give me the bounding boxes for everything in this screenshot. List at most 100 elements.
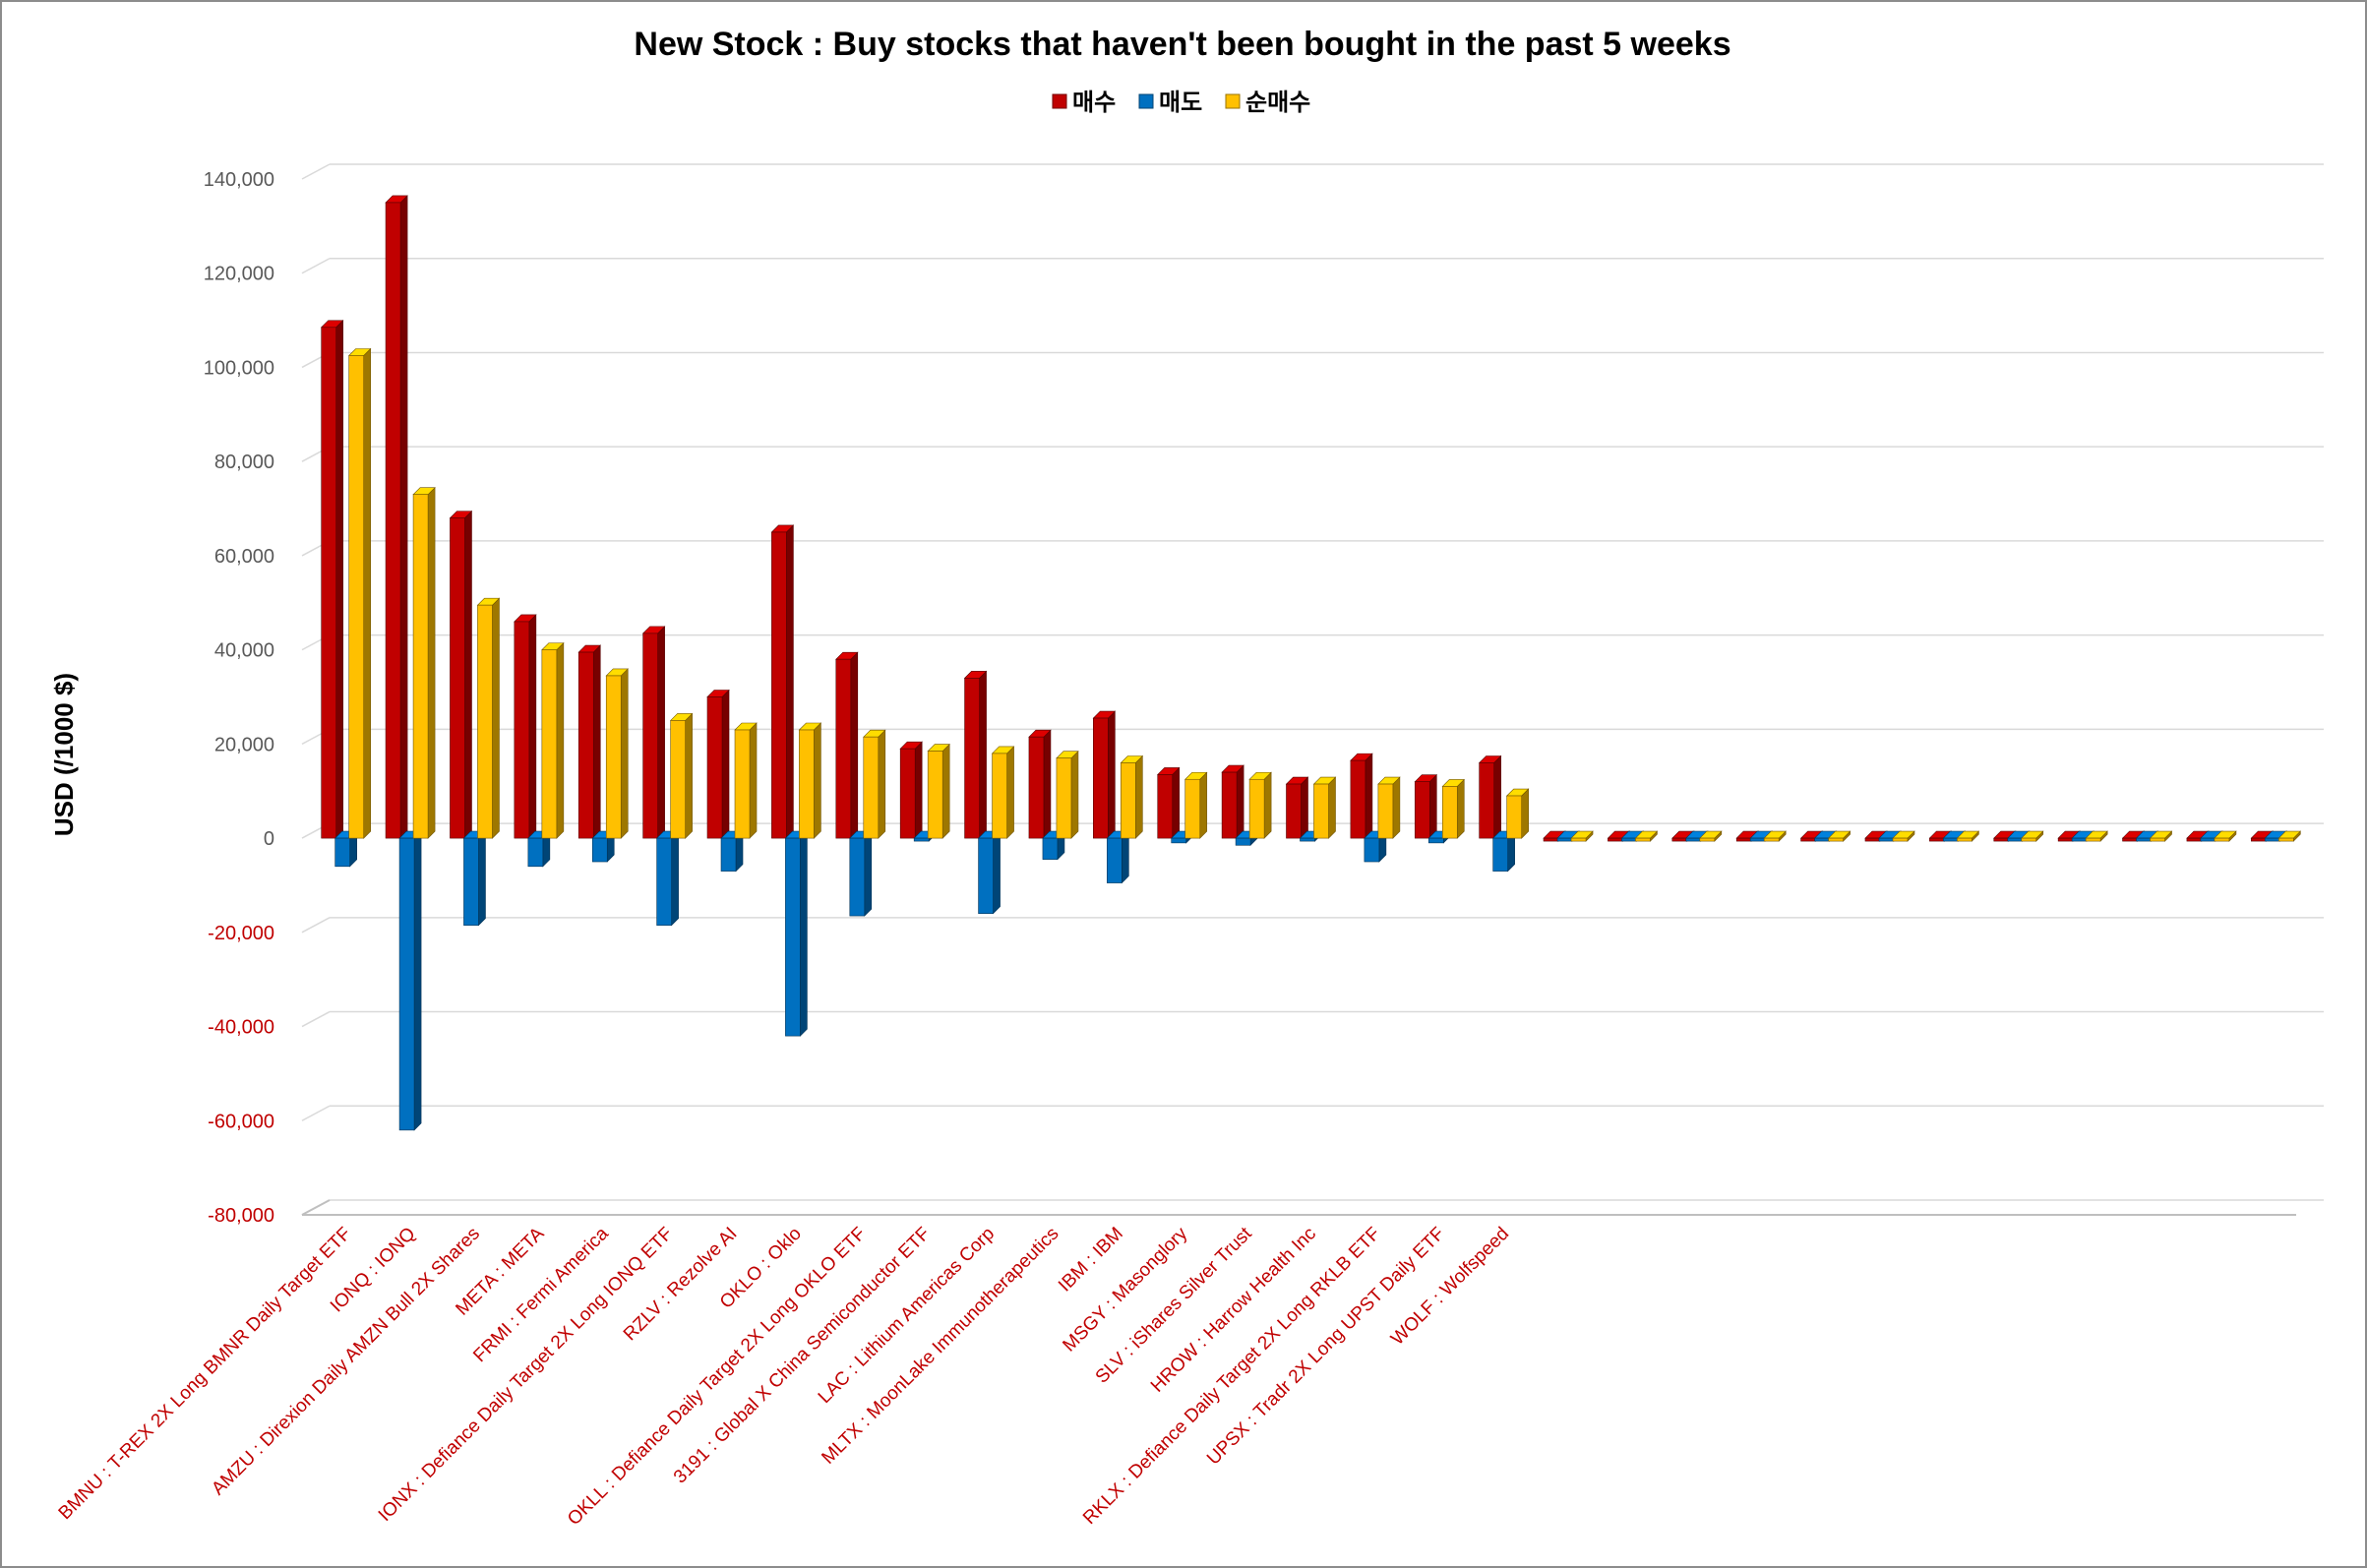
bar-sell [398, 830, 422, 1131]
bar-net-buy [734, 722, 758, 839]
bar-buy [899, 741, 923, 839]
x-tick-label: RKLX : Defiance Daily Target 2X Long RKL… [1079, 1224, 1384, 1529]
gridline [301, 258, 331, 274]
bar-net-buy [541, 641, 565, 839]
bar-buy [1157, 766, 1181, 839]
bar-buy [835, 651, 859, 839]
bar-net-buy [669, 712, 694, 839]
y-tick-label: 80,000 [214, 452, 274, 473]
bar-sell [849, 830, 873, 917]
bar-buy [641, 626, 666, 839]
y-tick-label: -60,000 [208, 1111, 274, 1132]
bar-net-buy [798, 722, 822, 839]
y-tick-label: 100,000 [204, 357, 274, 379]
bar-sell [977, 830, 1001, 915]
bar-net-buy [1377, 776, 1401, 839]
x-tick-label: OKLL : Defiance Daily Target 2X Long OKL… [564, 1224, 870, 1530]
bar-buy [770, 524, 795, 839]
y-axis-ticks: -80,000 -60,000 -40,000 -20,000 0 20,000 40,00… [204, 169, 274, 1227]
bar-net-buy [1699, 830, 1723, 842]
bar-net-buy [347, 347, 372, 839]
bar-net-buy [412, 486, 436, 839]
x-tick-label: IONX : Defiance Daily Target 2X Long ION… [375, 1224, 677, 1526]
bar-buy [577, 644, 601, 839]
x-tick-label: UPSX : Tradr 2X Long UPST Daily ETF [1203, 1224, 1449, 1470]
bar-buy [1478, 754, 1502, 839]
gridline [301, 1010, 331, 1028]
legend-swatch [1138, 93, 1154, 109]
bar-net-buy [2277, 830, 2302, 842]
bar-buy [320, 320, 344, 839]
bar-buy [1285, 776, 1309, 839]
legend-label: 매도 [1159, 89, 1202, 116]
bar-net-buy [927, 743, 950, 839]
bar-net-buy [1120, 754, 1144, 839]
bar-sell [1106, 830, 1130, 884]
bar-net-buy [1956, 830, 1980, 842]
legend: 매수 매도 순매수 [1052, 89, 1310, 116]
x-tick-label: WOLF : Wolfspeed [1387, 1224, 1513, 1350]
y-tick-label: 40,000 [214, 640, 274, 662]
bar-buy [514, 614, 537, 839]
bar-net-buy [1248, 771, 1272, 839]
bar-buy [963, 670, 988, 839]
bar-net-buy [2149, 830, 2173, 842]
legend-label: 매수 [1072, 89, 1116, 116]
bar-buy [706, 689, 730, 839]
bar-net-buy [1312, 776, 1337, 839]
legend-swatch [1225, 93, 1241, 109]
bar-buy [449, 510, 473, 839]
bar-net-buy [2085, 830, 2108, 842]
y-tick-label: 140,000 [204, 169, 274, 191]
x-axis-line [301, 1199, 331, 1216]
bar-net-buy [1827, 830, 1851, 842]
bar-buy [385, 195, 408, 839]
y-tick-label: 0 [264, 828, 274, 850]
bar-net-buy [1892, 830, 1915, 842]
gridline [301, 163, 331, 180]
bar-net-buy [991, 746, 1015, 839]
y-tick-label: 60,000 [214, 546, 274, 568]
y-tick-label: -20,000 [208, 923, 274, 944]
bar-buy [1028, 729, 1052, 839]
bar-net-buy [1056, 750, 1079, 839]
bar-buy [1092, 710, 1117, 839]
legend-label: 순매수 [1245, 89, 1310, 116]
bar-net-buy [1441, 778, 1465, 839]
x-axis-labels: BMNU : T-REX 2X Long BMNR Daily Target E… [55, 1223, 1514, 1530]
chart-title: New Stock : Buy stocks that haven't been… [634, 26, 1730, 63]
gridline [301, 917, 331, 934]
y-tick-label: -40,000 [208, 1017, 274, 1039]
legend-swatch [1052, 93, 1067, 109]
bar-net-buy [863, 729, 886, 839]
bar-net-buy [1184, 771, 1208, 839]
bar-buy [1350, 753, 1373, 839]
x-tick-label: MSGY : Masonglory [1059, 1223, 1191, 1356]
bar-sell [527, 830, 551, 868]
bar-net-buy [2021, 830, 2044, 842]
x-tick-label: MLTX : MoonLake Immunotherapeutics [818, 1224, 1062, 1469]
bar-sell [462, 830, 487, 927]
x-tick-label: BMNU : T-REX 2X Long BMNR Daily Target E… [55, 1224, 356, 1525]
bar-net-buy [1505, 788, 1530, 839]
bar-net-buy [1570, 830, 1594, 842]
bars [320, 195, 2302, 1131]
bar-net-buy [2214, 830, 2237, 842]
bar-net-buy [476, 597, 501, 839]
y-tick-label: 20,000 [214, 734, 274, 755]
gridlines [301, 163, 2324, 1216]
y-tick-label: -80,000 [208, 1205, 274, 1227]
y-axis-label: USD (/1000 $) [49, 673, 79, 836]
bar-sell [655, 830, 680, 927]
bar-net-buy [1634, 830, 1659, 842]
x-tick-label: RZLV : Rezolve AI [620, 1224, 742, 1346]
gridline [301, 1105, 331, 1121]
bar-net-buy [1763, 830, 1787, 842]
bar-net-buy [605, 668, 629, 839]
bar-buy [1221, 764, 1244, 839]
bar-sell [784, 830, 809, 1037]
y-tick-label: 120,000 [204, 264, 274, 285]
bar-buy [1414, 773, 1437, 839]
